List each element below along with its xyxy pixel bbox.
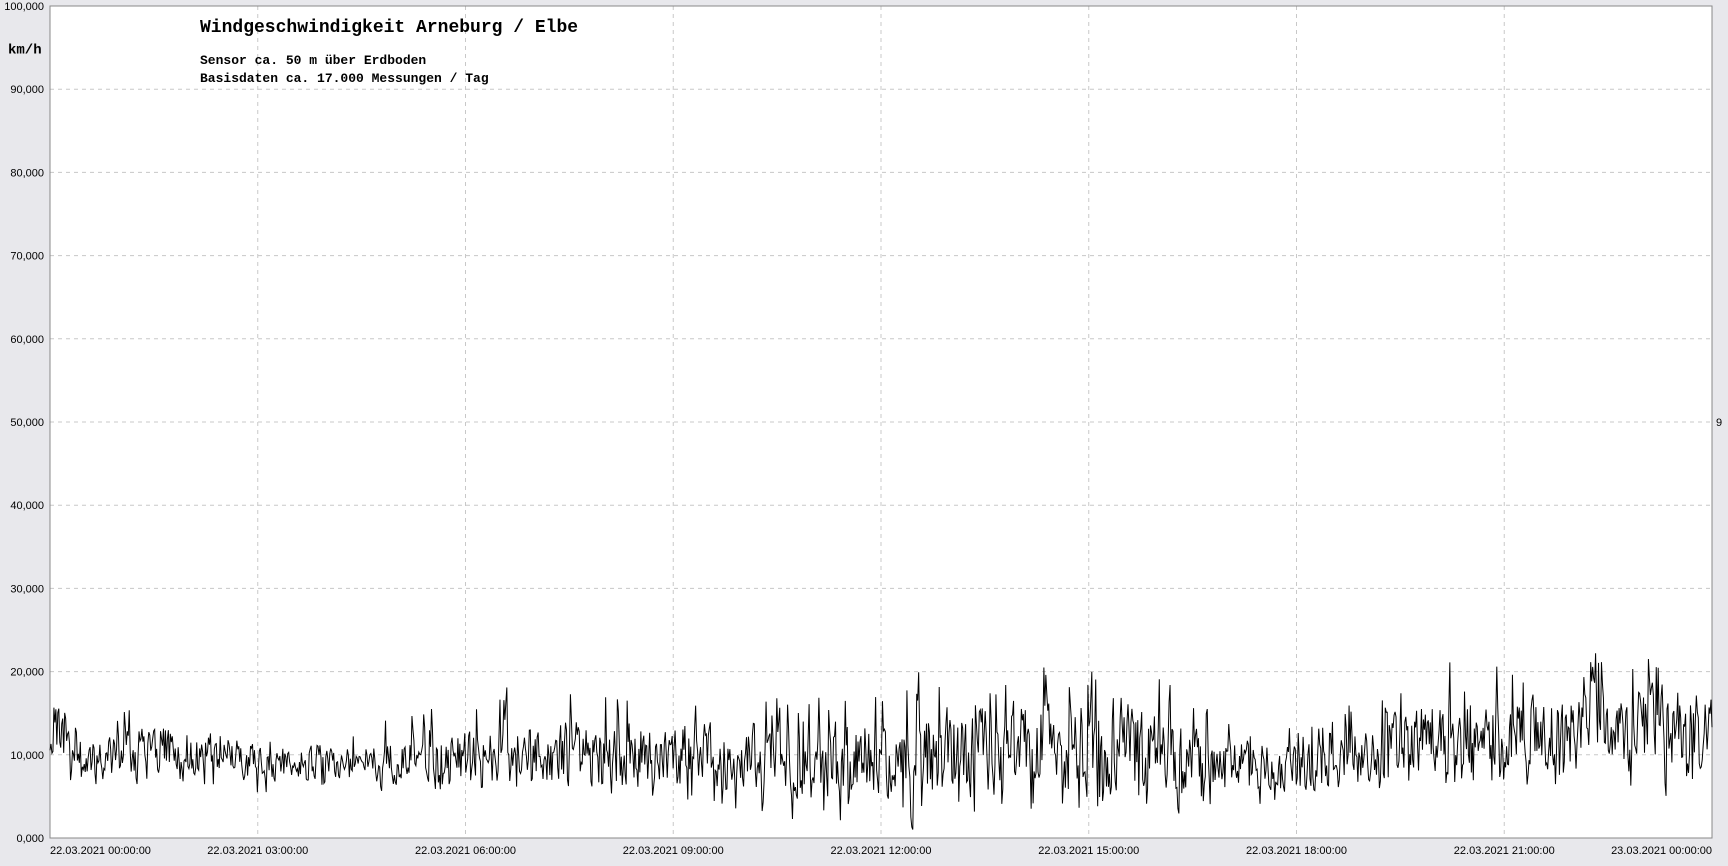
chart-title: Windgeschwindigkeit Arneburg / Elbe [200, 18, 578, 38]
right-annotation: 9 [1716, 417, 1722, 429]
chart-container: 0,000 10,000 20,000 30,000 40,000 50,000 60,00… [0, 0, 1728, 866]
y-tick-label: 20,000 [10, 667, 44, 679]
y-tick-label: 80,000 [10, 167, 44, 179]
y-tick-label: 90,000 [10, 84, 44, 96]
x-axis-tick-labels: 22.03.2021 00:00:00 22.03.2021 03:00:00 22… [50, 845, 1712, 857]
x-tick-label: 23.03.2021 00:00:00 [1611, 845, 1712, 857]
chart-subtitle-2: Basisdaten ca. 17.000 Messungen / Tag [200, 71, 489, 86]
x-tick-label: 22.03.2021 12:00:00 [831, 845, 932, 857]
x-tick-label: 22.03.2021 06:00:00 [415, 845, 516, 857]
y-tick-label: 60,000 [10, 334, 44, 346]
x-tick-label: 22.03.2021 00:00:00 [50, 845, 151, 857]
y-axis-label: km/h [8, 43, 42, 59]
x-tick-label: 22.03.2021 18:00:00 [1246, 845, 1347, 857]
x-tick-label: 22.03.2021 21:00:00 [1454, 845, 1555, 857]
y-tick-label: 0,000 [16, 833, 44, 845]
y-tick-label: 30,000 [10, 583, 44, 595]
y-tick-label: 40,000 [10, 500, 44, 512]
x-tick-label: 22.03.2021 03:00:00 [207, 845, 308, 857]
wind-speed-chart: 0,000 10,000 20,000 30,000 40,000 50,000 60,00… [0, 0, 1728, 866]
x-tick-label: 22.03.2021 15:00:00 [1038, 845, 1139, 857]
chart-subtitle-1: Sensor ca. 50 m über Erdboden [200, 53, 426, 68]
y-tick-label: 100,000 [4, 1, 44, 13]
y-tick-label: 50,000 [10, 417, 44, 429]
y-tick-label: 70,000 [10, 251, 44, 263]
x-tick-label: 22.03.2021 09:00:00 [623, 845, 724, 857]
y-tick-label: 10,000 [10, 750, 44, 762]
